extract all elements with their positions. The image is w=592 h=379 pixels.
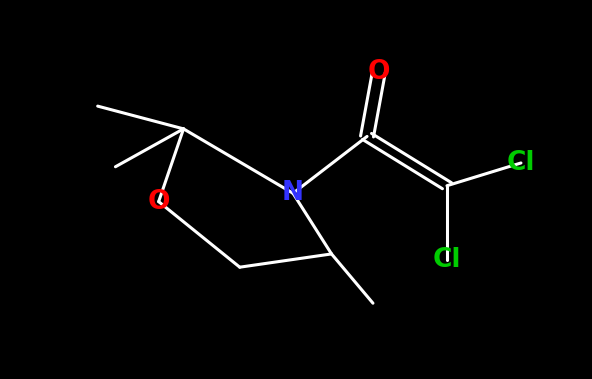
Text: O: O [147,189,170,215]
Text: Cl: Cl [507,150,535,176]
Text: O: O [368,59,390,85]
Text: Cl: Cl [433,247,461,273]
Text: N: N [282,180,304,206]
